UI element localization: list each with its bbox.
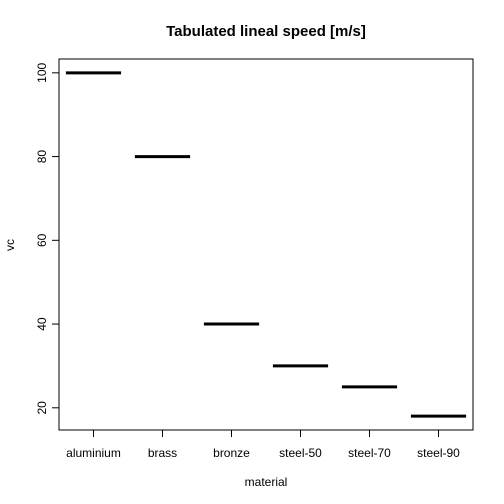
x-tick-label-steel-70: steel-70 (348, 446, 391, 460)
x-tick-label-bronze: bronze (213, 446, 250, 460)
y-tick-label-60: 60 (35, 233, 49, 247)
x-tick-label-steel-90: steel-90 (417, 446, 460, 460)
y-tick-label-100: 100 (35, 62, 49, 82)
x-tick-label-brass: brass (148, 446, 177, 460)
x-axis-label: material (245, 475, 288, 489)
chart-title: Tabulated lineal speed [m/s] (166, 23, 366, 40)
plot-area-frame (58, 58, 474, 431)
y-tick-label-40: 40 (35, 317, 49, 331)
y-tick-label-80: 80 (35, 150, 49, 164)
y-axis-label: vc (3, 239, 17, 251)
x-axis: aluminium brass bronze steel-50 steel-70 stee… (66, 430, 460, 460)
x-tick-label-aluminium: aluminium (66, 446, 121, 460)
data-marks (65, 71, 467, 418)
y-axis: 20 40 60 80 100 (35, 62, 59, 414)
x-tick-label-steel-50: steel-50 (279, 446, 322, 460)
y-tick-label-20: 20 (35, 401, 49, 415)
